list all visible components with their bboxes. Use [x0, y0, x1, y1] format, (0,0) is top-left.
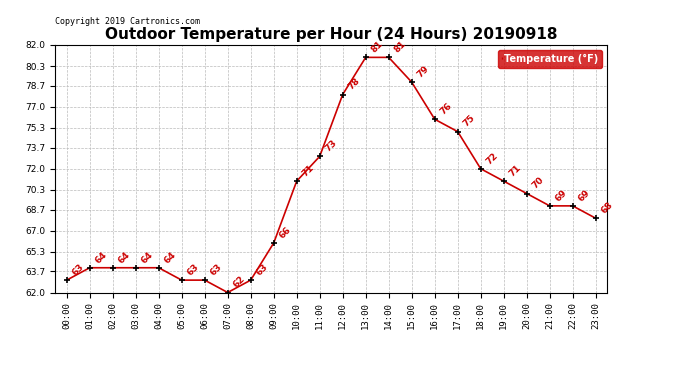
Text: 64: 64: [94, 250, 109, 265]
Text: 68: 68: [600, 200, 615, 216]
Text: Copyright 2019 Cartronics.com: Copyright 2019 Cartronics.com: [55, 17, 200, 26]
Text: 64: 64: [163, 250, 178, 265]
Text: 69: 69: [554, 188, 569, 203]
Text: 63: 63: [186, 262, 201, 278]
Text: 81: 81: [370, 39, 385, 55]
Text: 71: 71: [301, 163, 316, 178]
Text: 71: 71: [508, 163, 523, 178]
Text: 75: 75: [462, 114, 477, 129]
Text: 63: 63: [209, 262, 224, 278]
Text: 63: 63: [71, 262, 86, 278]
Text: 76: 76: [439, 101, 454, 117]
Legend: Temperature (°F): Temperature (°F): [498, 50, 602, 68]
Text: 78: 78: [347, 76, 362, 92]
Text: 63: 63: [255, 262, 270, 278]
Text: 64: 64: [117, 250, 132, 265]
Title: Outdoor Temperature per Hour (24 Hours) 20190918: Outdoor Temperature per Hour (24 Hours) …: [105, 27, 558, 42]
Text: 70: 70: [531, 176, 546, 191]
Text: 62: 62: [232, 274, 247, 290]
Text: 81: 81: [393, 39, 408, 55]
Text: 73: 73: [324, 138, 339, 154]
Text: 69: 69: [577, 188, 592, 203]
Text: 66: 66: [278, 225, 293, 240]
Text: 79: 79: [416, 64, 431, 80]
Text: 72: 72: [485, 151, 500, 166]
Text: 64: 64: [140, 250, 155, 265]
